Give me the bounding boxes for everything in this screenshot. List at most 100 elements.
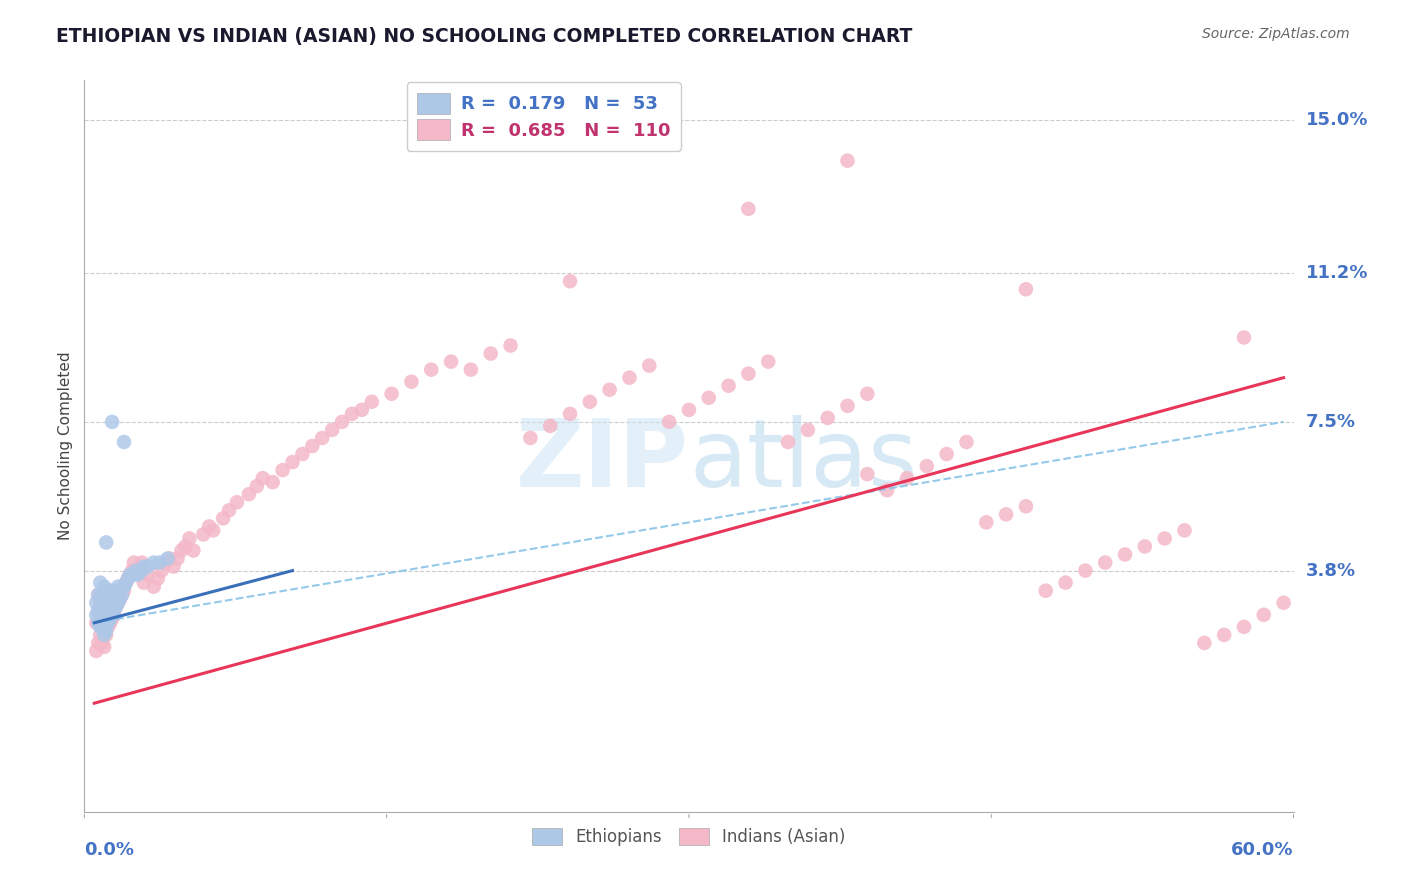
Point [108,591,131,606]
Point [142,556,165,570]
Point [105,583,128,598]
Point [97,620,120,634]
Point [112,434,135,449]
Point [91,604,114,618]
Point [118,567,141,582]
Point [84,596,107,610]
Point [1153,532,1175,546]
Point [1272,596,1295,610]
Point [1114,548,1136,562]
Point [127,567,149,582]
Point [105,599,128,614]
Point [91,636,114,650]
Point [599,383,621,397]
Text: 0.0%: 0.0% [84,841,135,859]
Point [111,588,134,602]
Point [87,588,110,602]
Point [460,362,482,376]
Text: atlas: atlas [689,415,917,507]
Point [96,599,118,614]
Point [797,423,820,437]
Text: 60.0%: 60.0% [1232,841,1294,859]
Point [112,583,135,598]
Point [150,564,173,578]
Point [638,359,661,373]
Point [89,591,111,606]
Point [98,583,121,598]
Point [132,559,155,574]
Point [246,479,269,493]
Point [174,540,197,554]
Point [93,596,115,610]
Point [117,572,139,586]
Point [1173,524,1195,538]
Point [856,467,879,482]
Point [262,475,284,490]
Point [98,615,121,630]
Point [837,399,859,413]
Point [198,519,221,533]
Point [281,455,304,469]
Point [737,202,759,216]
Point [93,628,115,642]
Point [96,628,118,642]
Point [93,607,115,622]
Point [479,346,502,360]
Point [935,447,957,461]
Point [697,391,720,405]
Point [87,615,110,630]
Point [915,459,938,474]
Point [115,575,138,590]
Text: ZIP: ZIP [516,415,689,507]
Point [97,591,120,606]
Point [271,463,294,477]
Point [103,588,125,602]
Point [96,624,118,638]
Point [330,415,353,429]
Point [538,418,561,433]
Point [995,508,1018,522]
Point [658,415,681,429]
Point [89,575,111,590]
Point [579,394,602,409]
Point [301,439,323,453]
Point [103,604,125,618]
Point [101,612,124,626]
Point [107,596,129,610]
Point [896,471,918,485]
Point [91,604,114,618]
Point [131,564,153,578]
Point [155,556,177,570]
Point [91,615,114,630]
Point [112,580,135,594]
Point [89,628,111,642]
Point [115,575,138,590]
Text: 11.2%: 11.2% [1306,264,1368,282]
Legend: Ethiopians, Indians (Asian): Ethiopians, Indians (Asian) [524,820,853,855]
Point [340,407,363,421]
Point [101,415,124,429]
Point [107,580,129,594]
Point [159,551,181,566]
Point [1253,607,1275,622]
Point [84,615,107,630]
Point [122,567,145,582]
Point [87,604,110,618]
Point [170,543,193,558]
Text: 7.5%: 7.5% [1306,413,1355,431]
Point [84,607,107,622]
Point [291,447,314,461]
Point [149,556,172,570]
Point [350,402,373,417]
Point [97,615,120,630]
Point [1233,330,1256,344]
Point [156,551,179,566]
Point [87,604,110,618]
Point [142,580,165,594]
Point [136,559,159,574]
Point [96,583,118,598]
Point [89,607,111,622]
Point [91,588,114,602]
Point [1054,575,1077,590]
Point [108,591,131,606]
